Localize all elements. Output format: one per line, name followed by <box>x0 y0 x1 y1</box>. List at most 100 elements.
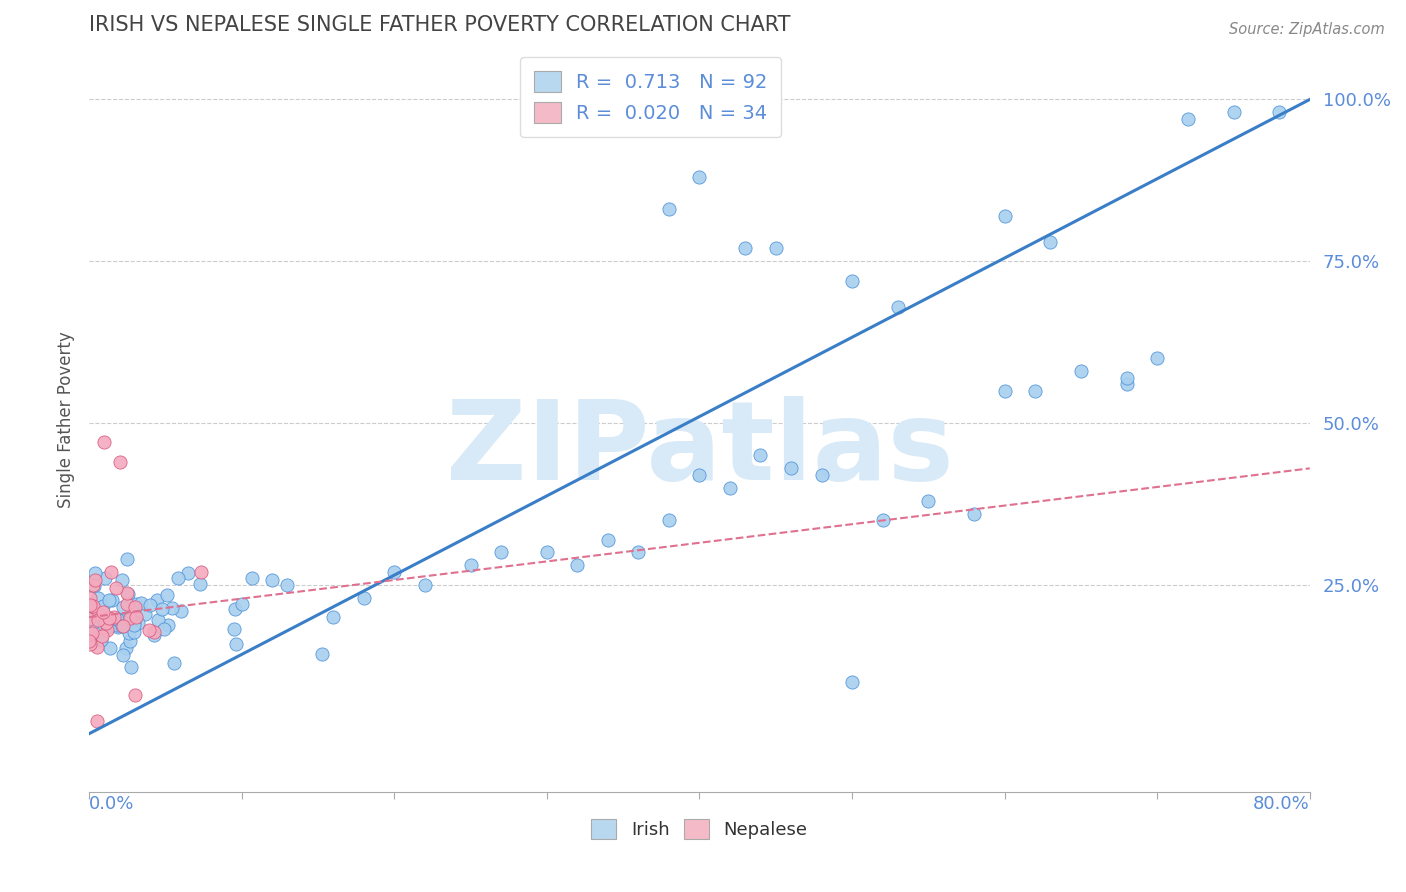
Point <box>139 598 162 612</box>
Point <box>91 605 114 619</box>
Point <box>118 611 141 625</box>
Point <box>105 618 128 632</box>
Point <box>134 607 156 622</box>
Point <box>115 597 138 611</box>
Point <box>111 600 134 615</box>
Point <box>77 612 100 626</box>
Point <box>98 611 121 625</box>
Point <box>718 481 741 495</box>
Point <box>156 618 179 632</box>
Point <box>107 615 129 630</box>
Point <box>841 675 863 690</box>
Text: 80.0%: 80.0% <box>1253 795 1310 814</box>
Point <box>963 507 986 521</box>
Point <box>77 606 100 620</box>
Point <box>734 241 756 255</box>
Text: Source: ZipAtlas.com: Source: ZipAtlas.com <box>1229 22 1385 37</box>
Point <box>224 601 246 615</box>
Text: 0.0%: 0.0% <box>89 795 135 814</box>
Point <box>115 551 138 566</box>
Point <box>100 565 122 579</box>
Point <box>96 623 118 637</box>
Point <box>84 566 107 580</box>
Point <box>190 566 212 580</box>
Point <box>79 633 101 648</box>
Point <box>114 640 136 655</box>
Point <box>242 571 264 585</box>
Point <box>170 604 193 618</box>
Point <box>749 449 772 463</box>
Point <box>1070 364 1092 378</box>
Point <box>231 597 253 611</box>
Point <box>82 599 104 613</box>
Point <box>322 610 344 624</box>
Point <box>90 632 112 647</box>
Point <box>262 573 284 587</box>
Point <box>86 714 108 728</box>
Point <box>107 620 129 634</box>
Point <box>917 493 939 508</box>
Point <box>98 641 121 656</box>
Point <box>82 633 104 648</box>
Point <box>121 613 143 627</box>
Point <box>872 513 894 527</box>
Point <box>93 618 115 632</box>
Point <box>122 624 145 639</box>
Point <box>91 599 114 614</box>
Point <box>97 620 120 634</box>
Point <box>79 591 101 605</box>
Point <box>110 619 132 633</box>
Point <box>83 579 105 593</box>
Point <box>124 615 146 630</box>
Point <box>1115 370 1137 384</box>
Point <box>118 625 141 640</box>
Point <box>688 467 710 482</box>
Point <box>120 634 142 648</box>
Point <box>90 629 112 643</box>
Point <box>112 614 135 628</box>
Point <box>658 202 681 217</box>
Point <box>125 597 148 611</box>
Point <box>627 545 650 559</box>
Point <box>688 170 710 185</box>
Point <box>156 588 179 602</box>
Point <box>148 613 170 627</box>
Point <box>994 384 1017 398</box>
Point <box>276 578 298 592</box>
Point <box>86 640 108 654</box>
Point <box>117 587 139 601</box>
Point <box>94 571 117 585</box>
Text: ZIPatlas: ZIPatlas <box>446 396 953 503</box>
Point <box>79 598 101 612</box>
Point <box>125 610 148 624</box>
Point <box>1177 112 1199 126</box>
Point <box>353 591 375 605</box>
Point <box>841 274 863 288</box>
Point <box>79 627 101 641</box>
Point <box>138 623 160 637</box>
Point <box>887 300 910 314</box>
Point <box>120 659 142 673</box>
Point <box>105 581 128 595</box>
Point <box>143 627 166 641</box>
Point <box>596 533 619 547</box>
Y-axis label: Single Father Poverty: Single Father Poverty <box>58 332 75 508</box>
Point <box>994 209 1017 223</box>
Point <box>658 513 681 527</box>
Point <box>82 578 104 592</box>
Point <box>160 600 183 615</box>
Point <box>1024 384 1046 398</box>
Point <box>79 617 101 632</box>
Point <box>1115 377 1137 392</box>
Point <box>124 688 146 702</box>
Point <box>103 610 125 624</box>
Point <box>79 636 101 650</box>
Point <box>765 241 787 255</box>
Point <box>225 637 247 651</box>
Point <box>115 586 138 600</box>
Point <box>1039 235 1062 249</box>
Point <box>810 467 832 482</box>
Point <box>413 578 436 592</box>
Point <box>105 612 128 626</box>
Point <box>177 566 200 581</box>
